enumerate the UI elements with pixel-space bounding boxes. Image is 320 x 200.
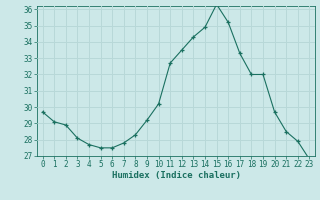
X-axis label: Humidex (Indice chaleur): Humidex (Indice chaleur) [111,171,241,180]
